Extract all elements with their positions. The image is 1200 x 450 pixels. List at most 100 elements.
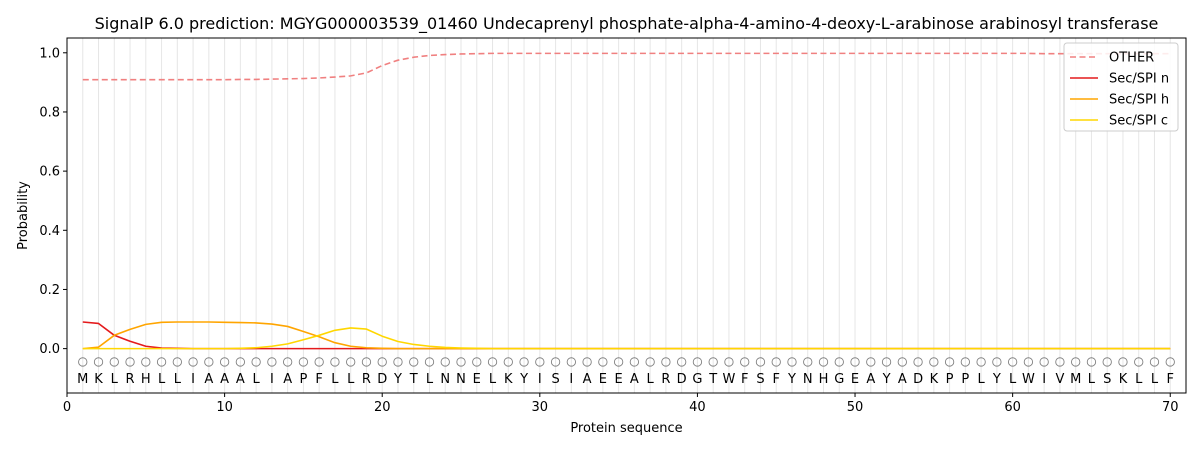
- x-tick-label: 0: [63, 400, 71, 415]
- residue-marker: [535, 357, 545, 367]
- residue-marker: [1134, 357, 1144, 367]
- residue-letter: A: [898, 372, 907, 387]
- x-tick-label: 70: [1162, 400, 1179, 415]
- x-tick-label: 10: [216, 400, 233, 415]
- residue-marker: [235, 357, 246, 367]
- residue-marker: [913, 357, 923, 367]
- residue-letter: N: [456, 372, 466, 387]
- residue-marker: [361, 357, 372, 367]
- residue-letter: D: [377, 372, 387, 387]
- x-tick-label: 40: [689, 400, 706, 415]
- residue-letter: Y: [882, 372, 891, 387]
- x-tick-label: 20: [374, 400, 391, 415]
- residue-marker: [267, 357, 277, 367]
- residue-marker: [109, 357, 119, 367]
- residue-marker: [1023, 357, 1034, 367]
- residue-letter: Y: [992, 372, 1001, 387]
- residue-letter: F: [741, 372, 748, 387]
- x-tick-label: 60: [1004, 400, 1021, 415]
- residue-marker: [613, 357, 624, 367]
- residue-marker: [125, 357, 135, 367]
- residue-marker: [708, 357, 718, 367]
- residue-letter: Y: [787, 372, 796, 387]
- series-line-other: [82, 52, 1171, 81]
- residue-marker: [472, 357, 482, 367]
- residue-marker: [818, 357, 829, 367]
- legend-label: Sec/SPI c: [1109, 114, 1168, 129]
- residue-letter: H: [819, 372, 829, 387]
- residue-marker: [566, 357, 576, 367]
- residue-letter: S: [1103, 372, 1111, 387]
- residue-letter: L: [1009, 372, 1017, 387]
- y-tick-label: 1.0: [39, 46, 60, 61]
- residue-letter: R: [362, 372, 371, 387]
- residue-marker: [188, 357, 198, 367]
- residue-marker: [944, 357, 955, 367]
- residue-letter: Y: [519, 372, 528, 387]
- residue-letter: F: [1166, 372, 1173, 387]
- residue-letter: L: [1135, 372, 1143, 387]
- residue-letter: V: [1055, 372, 1064, 387]
- residue-marker: [1007, 357, 1018, 367]
- legend: OTHER Sec/SPI n Sec/SPI h Sec/SPI c: [1063, 42, 1179, 132]
- residue-marker: [771, 357, 781, 367]
- residue-letter: I: [569, 372, 573, 387]
- residue-letter: L: [977, 372, 985, 387]
- residue-marker: [330, 357, 340, 367]
- x-tick-label: 50: [847, 400, 864, 415]
- residue-marker: [850, 357, 860, 367]
- residue-marker: [661, 357, 671, 367]
- residue-marker: [629, 357, 640, 367]
- residue-marker: [598, 357, 608, 367]
- residue-marker: [393, 357, 403, 367]
- residue-marker: [645, 357, 655, 367]
- residue-marker: [1039, 357, 1049, 367]
- residue-letter: I: [1042, 372, 1046, 387]
- residue-letter: W: [1022, 372, 1035, 387]
- residue-letter: N: [440, 372, 450, 387]
- x-tick-label: 30: [532, 400, 549, 415]
- residue-letter: K: [930, 372, 939, 387]
- residue-letter: A: [283, 372, 292, 387]
- residue-letter: P: [946, 372, 954, 387]
- residue-letter: A: [220, 372, 229, 387]
- residue-letter: E: [615, 372, 623, 387]
- residue-marker: [740, 357, 750, 367]
- residue-marker: [1102, 357, 1112, 367]
- residue-marker: [929, 357, 939, 367]
- x-axis-title: Protein sequence: [570, 421, 682, 436]
- residue-letter: K: [504, 372, 513, 387]
- residue-letter: L: [331, 372, 339, 387]
- residue-marker: [456, 357, 466, 367]
- series-line-sec-spi-n: [82, 321, 1171, 350]
- residue-letter: L: [489, 372, 497, 387]
- residue-letter: A: [583, 372, 592, 387]
- y-tick-label: 0.4: [39, 224, 60, 239]
- residue-letter: N: [803, 372, 813, 387]
- residue-letter: I: [270, 372, 274, 387]
- series-line-sec-spi-c: [82, 327, 1171, 350]
- residue-letter: R: [126, 372, 135, 387]
- residue-letter: L: [1151, 372, 1159, 387]
- legend-label: Sec/SPI n: [1109, 72, 1169, 87]
- residue-letter: F: [315, 372, 322, 387]
- residue-letter: A: [204, 372, 213, 387]
- residue-letter: L: [111, 372, 119, 387]
- residue-marker: [298, 357, 309, 367]
- residue-letter: L: [158, 372, 166, 387]
- residue-marker: [1165, 357, 1175, 367]
- residue-letter: E: [851, 372, 859, 387]
- residue-letter: T: [409, 372, 418, 387]
- residue-letter: T: [708, 372, 717, 387]
- residue-marker: [582, 357, 592, 367]
- residue-letter: G: [834, 372, 844, 387]
- residue-letter: I: [191, 372, 195, 387]
- residue-marker: [897, 357, 907, 367]
- y-tick-label: 0.6: [39, 165, 60, 180]
- residue-letter: K: [94, 372, 103, 387]
- residue-marker: [866, 357, 876, 367]
- residue-marker: [282, 357, 293, 367]
- residue-marker: [440, 357, 450, 367]
- residue-marker: [960, 357, 971, 367]
